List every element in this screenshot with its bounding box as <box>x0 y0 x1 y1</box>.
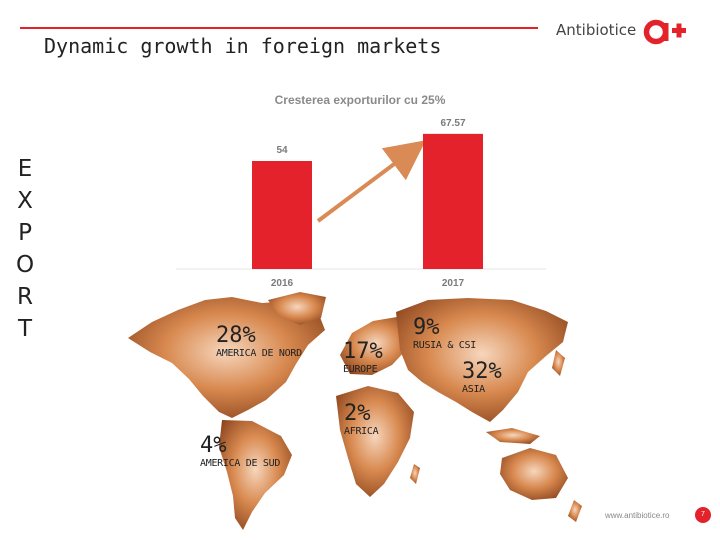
category-tick-label: 2017 <box>442 278 465 289</box>
slide-title: Dynamic growth in foreign markets <box>44 34 442 58</box>
europe-shape <box>340 317 412 375</box>
region-europe: 17% EUROPE <box>343 340 383 376</box>
region-name: AMERICA DE SUD <box>200 458 281 469</box>
bar-2016 <box>252 161 312 269</box>
region-percent: 2% <box>344 401 371 426</box>
region-percent: 9% <box>413 315 440 340</box>
chart-title: Cresterea exporturilor cu 25% <box>275 93 446 107</box>
north-america-shape <box>128 297 325 418</box>
japan-shape <box>552 350 565 376</box>
australia-shape <box>500 448 568 500</box>
region-asia: 32% ASIA <box>462 360 502 396</box>
madagascar-shape <box>410 464 420 484</box>
region-name: AMERICA DE NORD <box>216 348 302 359</box>
africa-shape <box>336 386 414 497</box>
region-percent: 4% <box>200 433 227 458</box>
trend-arrow <box>316 140 426 223</box>
region-percent: 28% <box>216 323 256 348</box>
region-russia-cis: 9% RUSIA & CSI <box>413 316 476 352</box>
region-north-america: 28% AMERICA DE NORD <box>216 324 302 360</box>
vertical-letter: E <box>17 156 33 182</box>
region-percent: 32% <box>462 359 502 384</box>
region-percent: 17% <box>343 339 383 364</box>
a-plus-logo-icon <box>643 19 687 45</box>
bar-2017 <box>423 133 483 269</box>
bar-value-label: 67.57 <box>440 118 465 129</box>
region-south-america: 4% AMERICA DE SUD <box>200 434 280 470</box>
category-tick-label: 2016 <box>271 278 294 289</box>
region-africa: 2% AFRICA <box>344 401 379 438</box>
indonesia-shape <box>486 428 540 444</box>
asia-shape <box>396 298 568 422</box>
vertical-letter: T <box>17 316 33 342</box>
south-america-shape <box>219 420 292 530</box>
top-rule <box>20 27 538 29</box>
vertical-letter: X <box>17 188 33 214</box>
vertical-letter: R <box>17 284 33 310</box>
footer-url[interactable]: www.antibiotice.ro <box>605 511 670 520</box>
new-zealand-shape <box>568 500 582 522</box>
greenland-shape <box>268 292 326 325</box>
region-name: ASIA <box>462 384 485 395</box>
logo-text: Antibiotice <box>556 21 637 39</box>
bar-value-label: 54 <box>276 145 288 156</box>
vertical-letter: P <box>18 220 32 246</box>
vertical-export-word: E X P O R T <box>12 153 38 345</box>
region-name: EUROPE <box>343 364 378 375</box>
vertical-letter: O <box>15 252 35 278</box>
region-name: RUSIA & CSI <box>413 340 476 351</box>
region-name: AFRICA <box>344 426 379 437</box>
page-number-badge: 7 <box>695 507 711 523</box>
logo: Antibiotice <box>556 14 688 46</box>
